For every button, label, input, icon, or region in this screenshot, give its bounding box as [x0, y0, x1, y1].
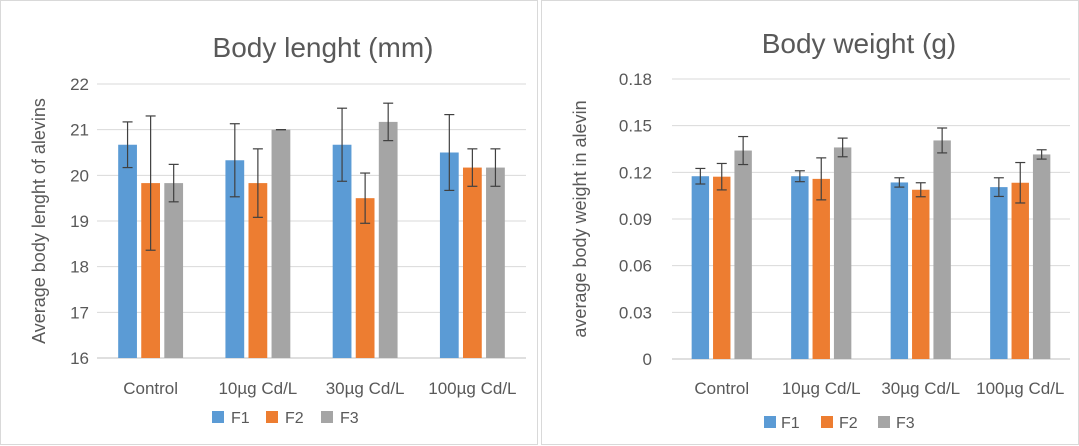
chart-panel-weight: Body weight (g) average body weight in al…: [541, 0, 1079, 445]
bar-f2: [812, 178, 830, 359]
x-tick-label: 30µg Cd/L: [881, 379, 960, 398]
y-tick-label: 19: [70, 212, 89, 231]
legend-label-f1: F1: [231, 410, 250, 427]
legend-swatch-f1: [764, 416, 776, 428]
bar-f3: [486, 167, 505, 358]
y-tick-label: 16: [70, 349, 89, 368]
legend-swatch-f2: [266, 411, 278, 423]
y-tick-label: 0.12: [619, 163, 652, 182]
bar-f2: [248, 183, 268, 358]
y-axis-label: Average body lenght of alevins: [29, 98, 49, 344]
bar-f1: [990, 187, 1008, 359]
chart-length-svg: Body lenght (mm) Average body lenght of a…: [29, 32, 526, 427]
legend-swatch-f2: [821, 416, 833, 428]
bar-f1: [791, 176, 809, 359]
chart-weight-svg: Body weight (g) average body weight in al…: [570, 28, 1070, 432]
legend-label-f3: F3: [340, 410, 359, 427]
bar-f1: [332, 144, 352, 358]
y-tick-label: 22: [70, 75, 89, 94]
bar-f3: [378, 121, 398, 358]
y-tick-label: 0.18: [619, 70, 652, 89]
bar-f2: [912, 189, 930, 359]
x-tick-label: Control: [123, 379, 178, 398]
bar-f3: [833, 147, 852, 359]
x-tick-label: 30µg Cd/L: [326, 379, 405, 398]
bar-f1: [691, 176, 710, 359]
y-tick-label: 21: [70, 121, 89, 140]
bar-f2: [1011, 182, 1029, 359]
y-tick-label: 20: [70, 166, 89, 185]
bar-f1: [118, 144, 137, 358]
y-tick-label: 17: [70, 303, 89, 322]
legend-label-f2: F2: [839, 415, 858, 432]
x-tick-label: 10µg Cd/L: [782, 379, 861, 398]
x-tick-label: 10µg Cd/L: [218, 379, 297, 398]
bar-f3: [271, 129, 291, 358]
chart-title: Body weight (g): [762, 28, 957, 59]
legend-label-f2: F2: [285, 410, 304, 427]
bar-f2: [355, 198, 375, 358]
legend-swatch-f3: [321, 411, 333, 423]
y-tick-label: 18: [70, 258, 89, 277]
y-axis-label: average body weight in alevin: [570, 100, 590, 337]
bar-f3: [164, 183, 184, 358]
y-tick-label: 0.15: [619, 117, 652, 136]
bar-f3: [1032, 154, 1051, 359]
y-tick-label: 0.03: [619, 303, 652, 322]
legend-label-f1: F1: [781, 415, 800, 432]
bar-f1: [225, 160, 245, 358]
bar-f2: [141, 183, 161, 358]
y-tick-label: 0: [643, 350, 652, 369]
bar-f1: [890, 182, 909, 359]
bar-f3: [933, 140, 951, 359]
x-tick-label: 100µg Cd/L: [976, 379, 1064, 398]
legend-label-f3: F3: [896, 415, 915, 432]
x-tick-label: Control: [694, 379, 749, 398]
chart-panel-length: Body lenght (mm) Average body lenght of a…: [0, 0, 538, 445]
bar-f1: [439, 152, 459, 358]
chart-title: Body lenght (mm): [213, 32, 434, 63]
bar-f2: [462, 167, 482, 358]
legend-swatch-f3: [878, 416, 890, 428]
x-tick-label: 100µg Cd/L: [428, 379, 516, 398]
y-tick-label: 0.06: [619, 257, 652, 276]
bar-f2: [713, 176, 731, 359]
y-tick-label: 0.09: [619, 210, 652, 229]
legend-swatch-f1: [212, 411, 224, 423]
bar-f3: [734, 150, 752, 359]
